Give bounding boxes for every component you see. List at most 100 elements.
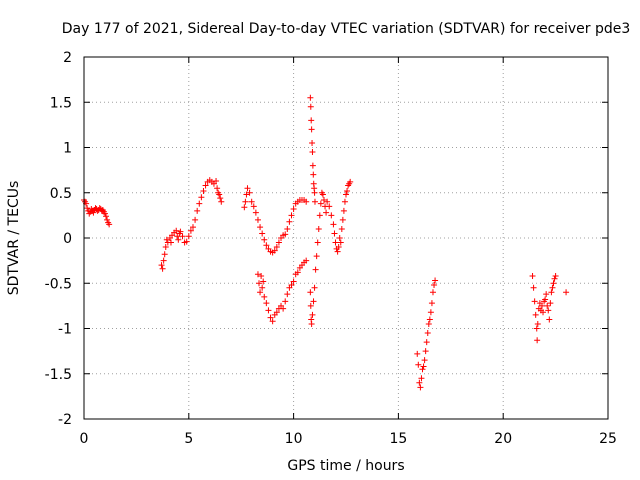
data-point (315, 225, 322, 232)
data-point (257, 289, 264, 296)
data-point (319, 191, 326, 198)
grid-layer (84, 57, 608, 419)
data-point (202, 182, 209, 189)
y-tick-label: 0 (63, 231, 72, 247)
data-point (531, 298, 538, 305)
data-point (260, 278, 267, 285)
data-point (258, 273, 265, 280)
data-point (216, 191, 223, 198)
data-point (259, 284, 266, 291)
data-point (263, 242, 270, 249)
data-point (261, 293, 268, 300)
x-tick-label: 15 (389, 431, 407, 447)
data-point (343, 191, 349, 198)
data-point (312, 266, 319, 273)
data-point (294, 269, 301, 276)
data-point (335, 244, 342, 251)
data-point (314, 239, 321, 246)
data-point (309, 139, 316, 146)
data-point (282, 231, 289, 238)
data-point (551, 275, 558, 282)
data-point (307, 302, 314, 309)
data-point (269, 318, 276, 325)
data-point (84, 205, 91, 212)
data-point (242, 198, 249, 205)
data-point (288, 282, 295, 289)
data-point (288, 212, 295, 219)
x-tick-label: 10 (285, 431, 303, 447)
data-point (533, 325, 540, 332)
x-tick-label: 25 (599, 431, 617, 447)
data-point (543, 291, 550, 298)
data-point (320, 196, 327, 203)
data-point (313, 253, 320, 260)
data-point (280, 305, 287, 312)
data-point (347, 178, 354, 185)
data-point (424, 330, 431, 337)
data-point (200, 187, 207, 194)
data-point (307, 94, 314, 101)
data-point (256, 280, 263, 287)
data-point (214, 185, 221, 192)
data-point (308, 320, 315, 327)
data-point (103, 213, 110, 220)
data-point (263, 300, 270, 307)
data-point (426, 316, 433, 323)
data-point (90, 209, 97, 216)
x-axis-label: GPS time / hours (287, 458, 404, 474)
data-point (308, 117, 315, 124)
data-point (338, 225, 345, 232)
data-point (265, 307, 272, 314)
data-point (248, 198, 255, 205)
data-point (544, 302, 551, 309)
data-point (241, 204, 248, 211)
data-point (284, 225, 291, 232)
x-tick-label: 20 (494, 431, 512, 447)
data-point (563, 289, 570, 296)
data-point (311, 189, 318, 196)
data-point (183, 238, 190, 245)
data-point (416, 379, 423, 386)
data-point (418, 375, 425, 382)
data-point (261, 236, 268, 243)
data-point (185, 233, 192, 240)
data-point (309, 162, 316, 169)
data-point (339, 216, 346, 223)
data-point (337, 239, 344, 246)
chart-title: Day 177 of 2021, Sidereal Day-to-day VTE… (62, 21, 631, 37)
data-point (423, 339, 430, 346)
data-point (530, 284, 537, 291)
data-point (326, 203, 333, 210)
data-point (316, 212, 323, 219)
plot-frame (83, 56, 609, 420)
data-point (546, 316, 553, 323)
data-point (529, 273, 536, 280)
data-point (189, 224, 196, 231)
data-point (254, 216, 261, 223)
data-point (332, 239, 339, 246)
data-point (420, 363, 427, 370)
data-point (286, 218, 293, 225)
data-point (290, 206, 297, 213)
data-point (179, 233, 186, 240)
data-point (340, 207, 347, 214)
data-point (284, 291, 291, 298)
data-point (243, 191, 250, 198)
data-point (303, 257, 310, 264)
data-point (309, 149, 316, 156)
data-point (311, 198, 318, 205)
y-tick-label: 2 (63, 50, 72, 66)
data-point (421, 357, 428, 364)
data-point (331, 230, 338, 237)
data-point (257, 224, 264, 231)
data-point (311, 284, 318, 291)
tick-layer: 0 5 10 15 20 25 -2 -1.5 -1 -0.5 0 0.5 1 1.5 2 (45, 50, 617, 447)
data-point (159, 265, 166, 272)
data-point (323, 209, 330, 216)
data-point (246, 189, 253, 196)
data-point (106, 221, 113, 228)
data-point (310, 298, 317, 305)
data-point (429, 289, 436, 296)
data-point (324, 198, 331, 205)
data-point (540, 309, 547, 316)
